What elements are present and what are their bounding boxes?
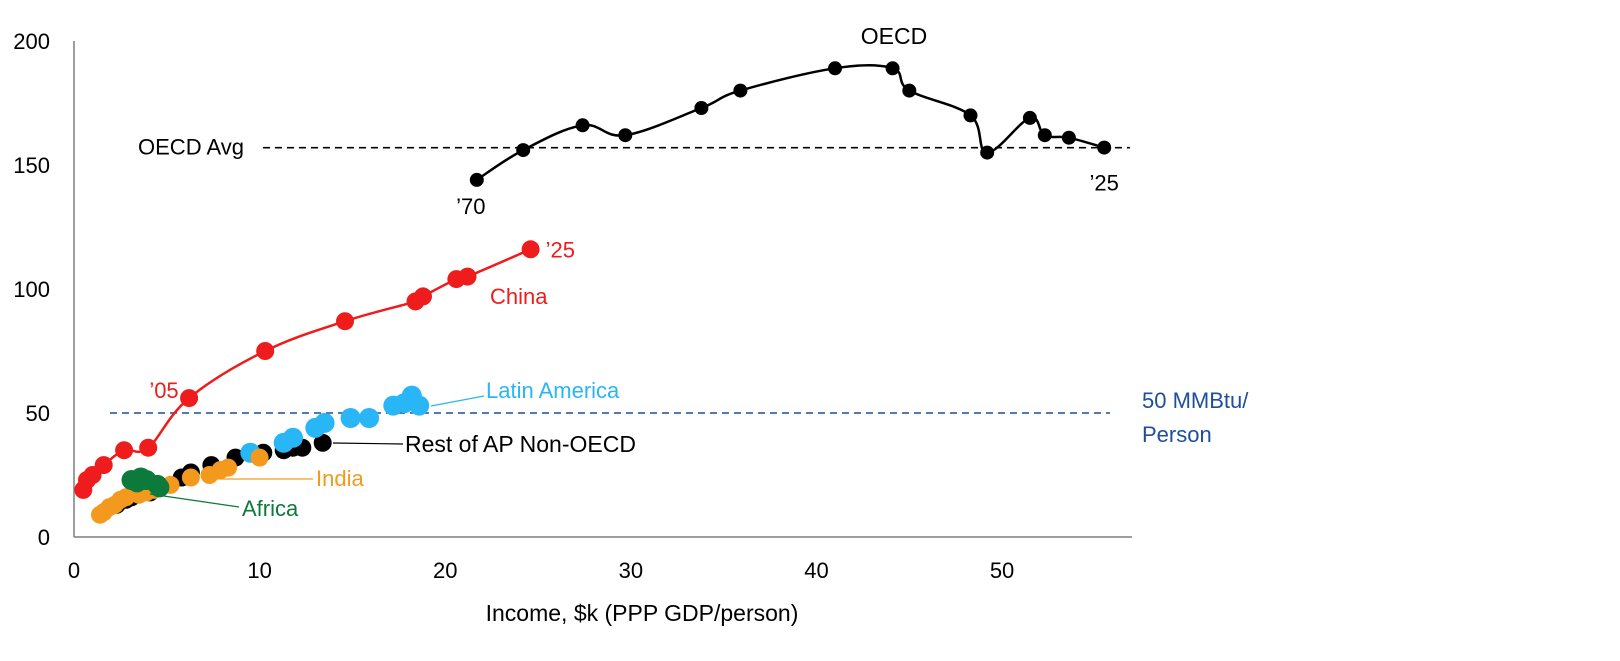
- china-point: [336, 312, 354, 331]
- x-tick-label: 50: [990, 558, 1014, 583]
- latin-america-point: [340, 408, 361, 428]
- china-point: [94, 456, 113, 475]
- oecd-point: [963, 108, 978, 123]
- china-point: [256, 342, 275, 360]
- india-point: [219, 458, 238, 477]
- oecd-avg-label: OECD Avg: [138, 135, 244, 160]
- series-china: [74, 240, 540, 499]
- oecd-point: [1022, 110, 1037, 125]
- x-axis-title: Income, $k (PPP GDP/person): [486, 600, 799, 626]
- africa-point: [149, 477, 170, 498]
- china-point: [521, 240, 540, 259]
- series-latin-america: [240, 385, 430, 463]
- rest-of-ap-leader: [332, 442, 404, 445]
- oecd-point: [1061, 130, 1076, 145]
- latin-america-label: Latin America: [486, 378, 620, 403]
- series-africa: [121, 467, 170, 498]
- oecd-line: [476, 64, 1105, 181]
- india-point: [250, 448, 269, 467]
- oecd-point: [575, 118, 590, 133]
- axes: 0 50 100 150 200 0 10 20 30 40 50 Income, $k (PPP G…: [13, 29, 1132, 626]
- oecd-start-label: ’70: [456, 194, 485, 219]
- y-tick-label: 0: [38, 525, 50, 550]
- india-label: India: [316, 466, 364, 491]
- oecd-label: OECD: [861, 23, 927, 49]
- label-layer: OECD ’70 ’25 ’25 ’05 China Latin America Rest o…: [149, 23, 1119, 521]
- reference-lines: OECD Avg 50 MMBtu/Person: [110, 135, 1249, 447]
- latin-america-leader: [430, 395, 485, 407]
- oecd-point: [828, 61, 842, 76]
- series-india: [91, 448, 269, 524]
- oecd-point: [694, 101, 709, 115]
- series-oecd: [469, 61, 1112, 187]
- china-point: [458, 267, 477, 286]
- latin-america-point: [359, 408, 380, 428]
- fifty-mmbtu-label-line2: Person: [1142, 422, 1212, 447]
- india-point: [181, 468, 200, 487]
- x-tick-label: 20: [433, 558, 457, 583]
- x-tick-label: 10: [247, 558, 271, 583]
- latin-america-point: [409, 395, 430, 416]
- x-tick-label: 40: [804, 558, 828, 583]
- oecd-point: [618, 128, 633, 143]
- y-tick-label: 50: [26, 401, 50, 426]
- china-end-label: ’25: [546, 237, 575, 262]
- oecd-point: [885, 61, 900, 76]
- rest-of-ap-label: Rest of AP Non-OECD: [405, 431, 636, 457]
- oecd-point: [1097, 140, 1112, 155]
- china-point: [115, 441, 134, 460]
- oecd-point: [469, 172, 484, 187]
- x-tick-label: 0: [68, 558, 80, 583]
- oecd-point: [516, 143, 531, 158]
- china-point: [139, 438, 158, 457]
- x-tick-label: 30: [619, 558, 643, 583]
- latin-america-point: [283, 427, 303, 448]
- oecd-point: [1037, 128, 1052, 143]
- y-tick-label: 150: [13, 153, 50, 178]
- series-layer: [74, 61, 1112, 524]
- china-start-label: ’05: [149, 378, 178, 403]
- oecd-point: [980, 145, 995, 160]
- oecd-end-label: ’25: [1089, 171, 1118, 196]
- latin-america-point: [314, 412, 335, 433]
- china-point: [414, 287, 432, 306]
- oecd-point: [902, 83, 917, 98]
- rest-of-ap-non-oecd-point: [313, 433, 332, 452]
- y-tick-label: 100: [13, 277, 50, 302]
- africa-label: Africa: [242, 496, 299, 521]
- africa-leader: [149, 493, 240, 508]
- china-point: [180, 389, 199, 408]
- fifty-mmbtu-label-line1: 50 MMBtu/: [1142, 388, 1249, 413]
- y-tick-label: 200: [13, 29, 50, 54]
- oecd-point: [733, 83, 748, 98]
- china-label: China: [490, 284, 548, 309]
